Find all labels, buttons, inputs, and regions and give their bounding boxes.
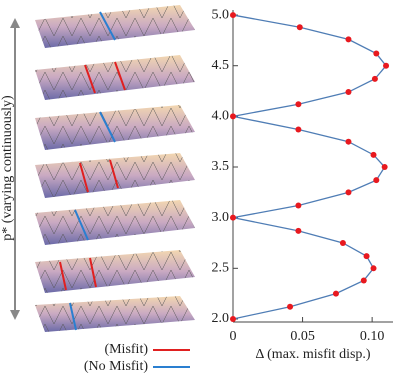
data-point bbox=[345, 89, 352, 96]
data-point bbox=[373, 50, 380, 57]
data-point bbox=[345, 138, 352, 145]
y-tick-label: 5.0 bbox=[212, 7, 230, 22]
data-point bbox=[230, 214, 236, 221]
x-tick-label: 0.05 bbox=[290, 329, 315, 344]
x-tick-label: 0.10 bbox=[360, 329, 385, 344]
data-point bbox=[339, 239, 346, 246]
data-point bbox=[383, 62, 390, 69]
x-tick-label: 0 bbox=[230, 329, 237, 344]
data-point bbox=[371, 75, 378, 82]
data-line bbox=[232, 14, 387, 320]
origami-strip bbox=[35, 55, 195, 100]
side-label: p* (varying continuously) bbox=[0, 95, 15, 241]
data-point bbox=[230, 315, 236, 322]
origami-images bbox=[35, 5, 195, 332]
data-point bbox=[345, 189, 352, 196]
origami-strip bbox=[35, 250, 195, 293]
y-tick-label: 2.5 bbox=[212, 261, 230, 276]
legend-label: (Misfit) bbox=[104, 342, 148, 357]
data-point bbox=[370, 151, 377, 158]
data-point bbox=[295, 202, 302, 209]
data-point bbox=[295, 227, 302, 234]
x-axis-label: Δ (max. misfit disp.) bbox=[255, 347, 371, 362]
data-point bbox=[332, 290, 339, 297]
origami-strip bbox=[35, 5, 195, 48]
origami-strip bbox=[35, 105, 195, 150]
origami-strip bbox=[35, 153, 195, 198]
data-point bbox=[381, 164, 388, 171]
data-point bbox=[295, 126, 302, 133]
data-point bbox=[373, 177, 380, 184]
data-point bbox=[360, 277, 367, 284]
y-tick-label: 3.5 bbox=[212, 159, 230, 174]
data-point bbox=[295, 101, 302, 108]
y-tick-label: 4.0 bbox=[212, 109, 230, 124]
data-point bbox=[370, 265, 377, 272]
data-point bbox=[230, 113, 236, 120]
data-point bbox=[345, 36, 352, 43]
data-point bbox=[363, 253, 370, 260]
data-point bbox=[230, 12, 236, 19]
origami-strip bbox=[35, 200, 195, 245]
origami-strip bbox=[35, 296, 195, 332]
data-point bbox=[287, 303, 294, 310]
y-tick-label: 2.0 bbox=[212, 311, 230, 326]
y-tick-label: 4.5 bbox=[212, 58, 230, 73]
double-arrow bbox=[10, 18, 20, 320]
data-point bbox=[296, 24, 303, 31]
y-tick-label: 3.0 bbox=[212, 210, 230, 225]
legend-label: (No Misfit) bbox=[84, 359, 149, 374]
